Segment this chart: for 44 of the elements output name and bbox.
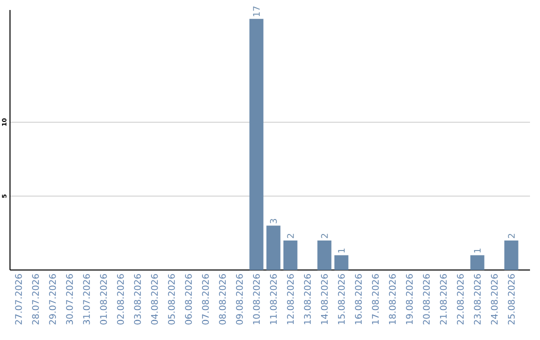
x-tick-label: 15.08.2026 <box>338 274 345 324</box>
data-label: 2 <box>508 234 515 238</box>
data-label: 17 <box>253 6 260 16</box>
x-tick-label: 25.08.2026 <box>508 274 515 324</box>
x-tick-label: 05.08.2026 <box>168 274 175 324</box>
data-label: 3 <box>270 218 277 224</box>
x-tick-label: 11.08.2026 <box>270 274 277 324</box>
x-tick-label: 17.08.2026 <box>372 274 379 324</box>
x-tick-label: 20.08.2026 <box>422 274 430 324</box>
x-tick-label: 10.08.2026 <box>253 274 260 324</box>
x-tick-label: 19.08.2026 <box>406 274 413 324</box>
x-tick-label: 16.08.2026 <box>354 274 362 324</box>
x-tick-label: 13.08.2026 <box>304 274 311 324</box>
x-tick-label: 12.08.2026 <box>286 274 294 324</box>
x-tick-label: 23.08.2026 <box>474 274 481 324</box>
x-tick-label: 22.08.2026 <box>456 274 464 324</box>
x-tick-label: 02.08.2026 <box>117 274 124 324</box>
x-tick-label: 01.08.2026 <box>100 274 107 324</box>
x-tick-label: 06.08.2026 <box>185 274 192 324</box>
data-label: 1 <box>338 248 345 253</box>
x-tick-label: 21.08.2026 <box>440 274 447 324</box>
x-tick-label: 30.07.2026 <box>66 274 73 324</box>
x-tick-label: 03.08.2026 <box>134 274 141 324</box>
data-label: 2 <box>321 234 328 238</box>
x-tick-label: 07.08.2026 <box>202 274 209 324</box>
bar <box>317 240 332 270</box>
bar <box>266 226 280 270</box>
x-tick-label: 28.07.2026 <box>32 274 39 324</box>
x-tick-label: 31.07.2026 <box>83 274 90 324</box>
x-tick-label: 24.08.2026 <box>490 274 498 324</box>
bar <box>283 240 298 270</box>
bar <box>334 255 348 270</box>
x-tick-label: 18.08.2026 <box>388 274 396 324</box>
data-label: 1 <box>474 248 481 253</box>
x-tick-label: 14.08.2026 <box>320 274 328 324</box>
x-tick-label: 04.08.2026 <box>151 274 158 324</box>
x-tick-label: 08.08.2026 <box>219 274 226 324</box>
bar <box>470 255 484 270</box>
x-tick-label: 09.08.2026 <box>236 274 243 324</box>
data-label: 2 <box>287 234 294 238</box>
x-tick-label: 27.07.2026 <box>15 274 22 324</box>
bar <box>249 18 264 270</box>
x-tick-label: 29.07.2026 <box>49 274 56 324</box>
bar <box>504 240 518 270</box>
